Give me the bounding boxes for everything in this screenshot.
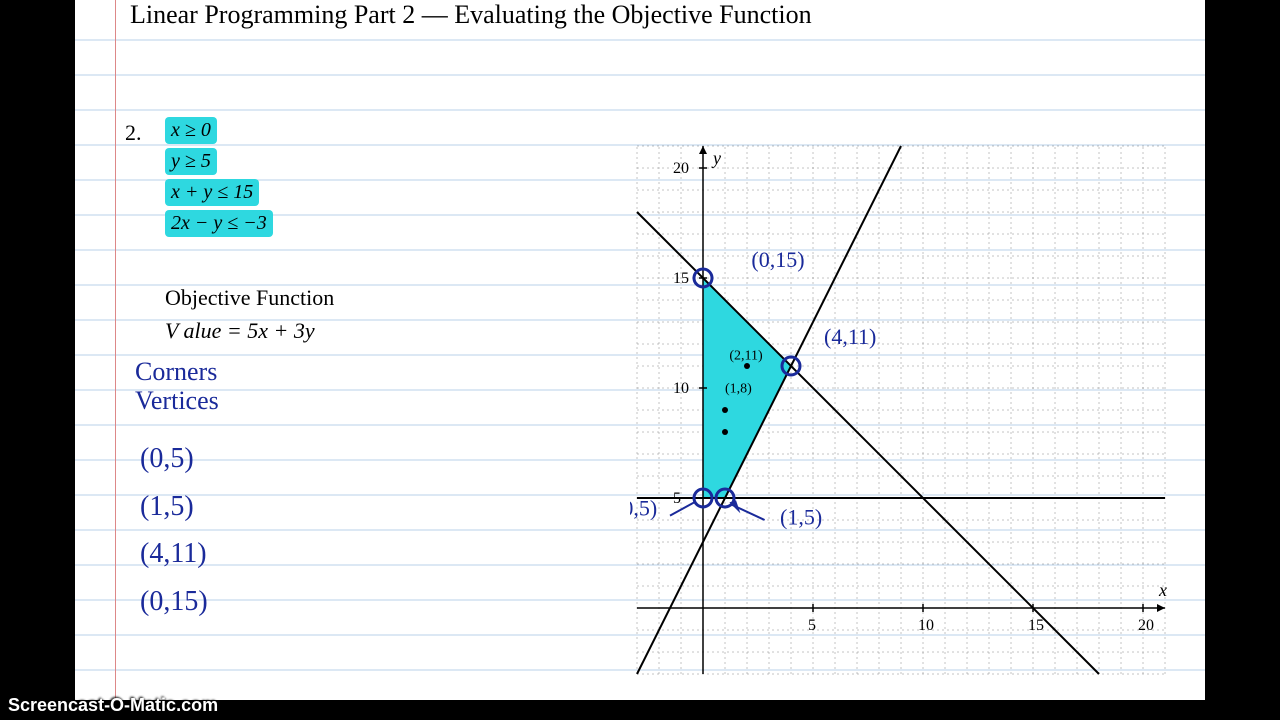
svg-text:(2,11): (2,11) bbox=[729, 348, 763, 363]
svg-text:x: x bbox=[1158, 580, 1167, 600]
margin-line bbox=[115, 0, 116, 700]
svg-text:5: 5 bbox=[808, 617, 816, 634]
notebook-page: Linear Programming Part 2 — Evaluating t… bbox=[75, 0, 1205, 700]
vertices-word: Vertices bbox=[135, 387, 219, 416]
svg-text:(4,11): (4,11) bbox=[824, 324, 876, 349]
constraint-2: y ≥ 5 bbox=[165, 148, 217, 175]
corners-word: Corners bbox=[135, 358, 219, 387]
vertex-item: (4,11) bbox=[140, 530, 208, 578]
svg-text:10: 10 bbox=[673, 380, 689, 397]
constraint-3: x + y ≤ 15 bbox=[165, 179, 259, 206]
problem-number: 2. bbox=[125, 120, 142, 146]
svg-text:y: y bbox=[711, 148, 721, 168]
svg-text:15: 15 bbox=[673, 270, 689, 287]
svg-text:(1,8): (1,8) bbox=[725, 381, 752, 396]
svg-text:10: 10 bbox=[918, 617, 934, 634]
vertex-item: (0,5) bbox=[140, 435, 208, 483]
objective-label: Objective Function bbox=[165, 285, 334, 311]
svg-text:15: 15 bbox=[1028, 617, 1044, 634]
svg-text:(1,5): (1,5) bbox=[780, 504, 822, 529]
constraint-1: x ≥ 0 bbox=[165, 117, 217, 144]
corners-label: Corners Vertices bbox=[135, 358, 219, 415]
watermark: Screencast-O-Matic.com bbox=[8, 695, 218, 716]
objective-expr: 5x + 3y bbox=[247, 318, 314, 343]
svg-text:20: 20 bbox=[1138, 617, 1154, 634]
page-title: Linear Programming Part 2 — Evaluating t… bbox=[130, 0, 812, 30]
vertex-item: (1,5) bbox=[140, 483, 208, 531]
svg-text:(0,5): (0,5) bbox=[630, 496, 657, 521]
vertex-list: (0,5) (1,5) (4,11) (0,15) bbox=[140, 435, 208, 625]
objective-prefix: V alue = bbox=[165, 318, 247, 343]
vertex-item: (0,15) bbox=[140, 578, 208, 626]
svg-text:(0,15): (0,15) bbox=[751, 247, 804, 272]
lp-graph: xy51015205101520(0,15)(4,11)(0,5)(1,5)(2… bbox=[630, 128, 1180, 688]
objective-function: V alue = 5x + 3y bbox=[165, 318, 315, 344]
constraint-4: 2x − y ≤ −3 bbox=[165, 210, 273, 237]
constraints-block: x ≥ 0 y ≥ 5 x + y ≤ 15 2x − y ≤ −3 bbox=[165, 115, 273, 239]
svg-text:20: 20 bbox=[673, 160, 689, 177]
